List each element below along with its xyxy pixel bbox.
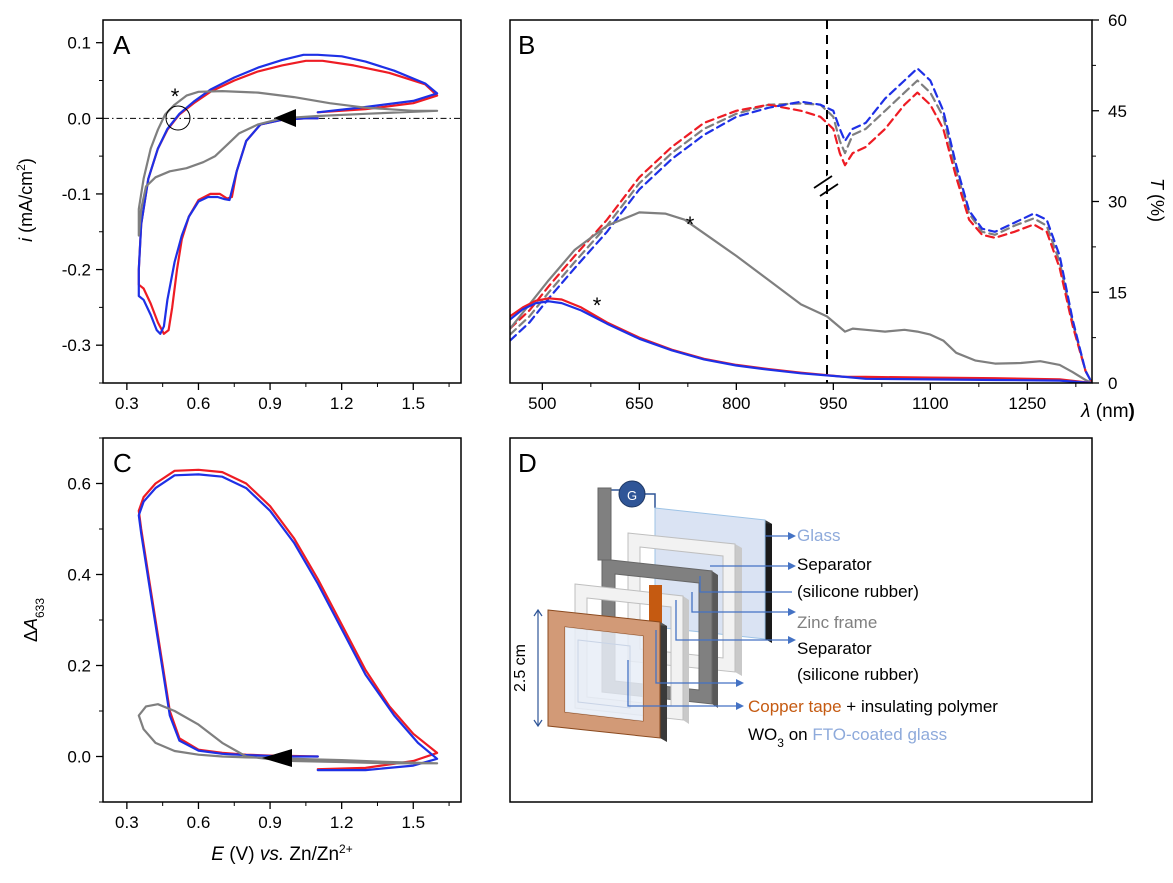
label-zinc-frame: Zinc frame	[797, 613, 877, 632]
panel-c-series	[137, 468, 439, 772]
panel-b-axis-break-marker	[812, 173, 839, 197]
leader-arrowheads	[736, 532, 796, 710]
panel-b-xtick-label: 1100	[912, 394, 949, 413]
galvanometer-label: G	[627, 488, 637, 503]
panel-b-ytick-label: 60	[1108, 11, 1127, 30]
panel-b-series-2	[510, 67, 1092, 383]
panel-c-xtick-label: 0.6	[187, 813, 211, 832]
panel-c-series-1	[137, 473, 439, 772]
panel-d: D G	[509, 437, 1093, 803]
panel-c-frame	[102, 437, 462, 803]
label-copper-tape: Copper tape + insulating polymer	[748, 697, 998, 716]
panel-b-series-5	[510, 300, 1092, 383]
shared-xlabel: E (V) vs. Zn/Zn2+	[211, 842, 352, 865]
panel-a-series	[103, 53, 461, 335]
label-separator-1-material: (silicone rubber)	[797, 582, 919, 601]
panel-b-ytick-label: 0	[1108, 374, 1117, 393]
label-separator-2-material: (silicone rubber)	[797, 665, 919, 684]
panel-c: 0.3 0.6 0.9 1.2 1.5 0.0 0.2 0.4 0.6 C ΔA633 E (V…	[21, 437, 462, 865]
panel-b-series	[510, 67, 1092, 383]
panel-b-xtick-label: 800	[722, 394, 750, 413]
panel-b-xtick-label: 650	[625, 394, 653, 413]
leader-lines	[627, 535, 792, 707]
panel-a-ytick-label: -0.1	[62, 185, 91, 204]
panel-b-asterisk-gray: *	[686, 212, 695, 237]
panel-c-scan-arrow	[262, 749, 292, 767]
galvanometer-icon	[618, 480, 646, 508]
panel-c-ylabel: ΔA633	[21, 598, 47, 642]
panel-a-series-2	[137, 90, 439, 237]
label-wo3: WO3 on FTO-coated glass	[748, 725, 947, 750]
panel-a-series-0	[137, 59, 439, 335]
wo3-electrode	[547, 609, 667, 742]
panel-c-xtick-label: 0.9	[258, 813, 282, 832]
panel-a-ytick-label: 0.1	[67, 34, 91, 53]
panel-a-xtick-label: 0.3	[115, 394, 139, 413]
panel-a-crossing-circle	[165, 105, 191, 131]
panel-c-ytick-label: 0.6	[67, 475, 91, 494]
panel-a: 0.3 0.6 0.9 1.2 1.5 0.1 0.0 -0.1 -0.2 -0.3 A i (m…	[14, 19, 462, 413]
panel-b: 500 650 800 950 1100 1250 0 15 30 45 60 B * * λ (n…	[509, 11, 1167, 422]
panel-c-label: C	[113, 448, 132, 478]
panel-a-axes: 0.3 0.6 0.9 1.2 1.5 0.1 0.0 -0.1 -0.2 -0.3	[62, 34, 450, 413]
dimension-label: 2.5 cm	[512, 644, 529, 692]
panel-a-ylabel: i (mA/cm2)	[14, 158, 36, 242]
panel-b-xtick-label: 500	[528, 394, 556, 413]
panel-c-axes: 0.3 0.6 0.9 1.2 1.5 0.0 0.2 0.4 0.6	[67, 437, 450, 832]
panel-a-frame	[102, 19, 462, 384]
panel-b-label: B	[518, 30, 535, 60]
panel-b-xtick-label: 950	[819, 394, 847, 413]
panel-b-ytick-label: 15	[1108, 283, 1127, 302]
panel-b-ylabel: T (%)	[1147, 178, 1167, 222]
panel-a-xtick-label: 1.2	[330, 394, 354, 413]
label-separator-2: Separator	[797, 639, 872, 658]
panel-a-xtick-label: 1.5	[401, 394, 425, 413]
panel-b-xtick-label: 1250	[1008, 394, 1046, 413]
label-separator-1: Separator	[797, 555, 872, 574]
panel-a-scan-arrow	[274, 109, 296, 127]
panel-a-xtick-label: 0.9	[258, 394, 282, 413]
panel-a-label: A	[113, 30, 131, 60]
panel-b-ytick-label: 45	[1108, 102, 1127, 121]
label-glass: Glass	[797, 526, 840, 545]
panel-c-xtick-label: 1.2	[330, 813, 354, 832]
panel-b-xlabel: λ (nm)	[1080, 401, 1135, 422]
panel-b-series-3	[510, 211, 1092, 383]
panel-c-ytick-label: 0.2	[67, 657, 91, 676]
dimension-marker	[533, 608, 543, 728]
panel-b-asterisk-colored: *	[593, 293, 602, 318]
panel-b-axes: 500 650 800 950 1100 1250 0 15 30 45 60	[528, 11, 1127, 413]
panel-a-ytick-label: -0.3	[62, 336, 91, 355]
panel-c-ytick-label: 0.0	[67, 748, 91, 767]
panel-a-ytick-label: 0.0	[67, 109, 91, 128]
panel-c-xtick-label: 0.3	[115, 813, 139, 832]
panel-b-ytick-label: 30	[1108, 193, 1127, 212]
panel-b-series-0	[510, 79, 1092, 383]
panel-c-ytick-label: 0.4	[67, 566, 91, 585]
panel-a-ytick-label: -0.2	[62, 261, 91, 280]
panel-a-xtick-label: 0.6	[187, 394, 211, 413]
panel-d-label: D	[518, 448, 537, 478]
panel-b-frame	[509, 19, 1093, 384]
panel-a-series-1	[137, 53, 439, 335]
panel-b-series-1	[510, 91, 1092, 383]
panel-c-series-0	[137, 468, 439, 771]
panel-c-xtick-label: 1.5	[401, 813, 425, 832]
panel-a-asterisk: *	[171, 84, 180, 109]
